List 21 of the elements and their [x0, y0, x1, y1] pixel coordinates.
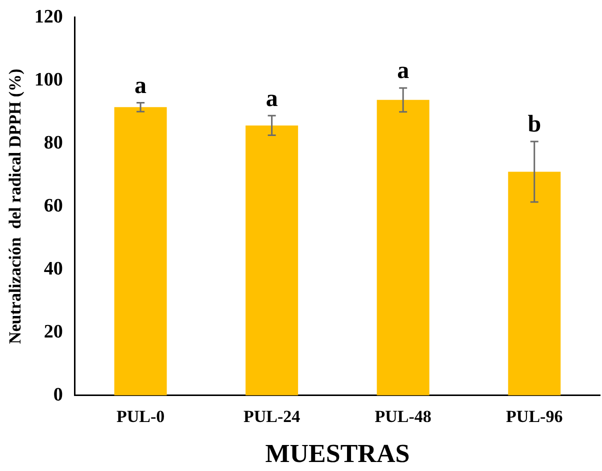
y-tick-label: 40: [44, 258, 63, 280]
y-axis-title: Neutralización del radical DPPH (%): [6, 68, 25, 344]
annotation: b: [528, 112, 542, 138]
annotation: a: [134, 72, 147, 99]
x-axis-title: MUESTRAS: [265, 439, 410, 468]
y-tick-label: 100: [34, 69, 63, 90]
y-tick-label: 80: [44, 132, 63, 154]
annotation: a: [397, 58, 410, 84]
y-tick-label: 0: [53, 384, 63, 406]
y-tick-label: 60: [44, 195, 63, 216]
x-tick-label: PUL-0: [116, 406, 165, 426]
bar: [376, 100, 430, 396]
annotation: a: [266, 86, 278, 112]
y-tick-label: 20: [44, 321, 63, 342]
bar: [246, 125, 298, 396]
bar: [508, 172, 561, 396]
x-tick-label: PUL-24: [243, 406, 301, 426]
x-tick-label: PUL-96: [506, 406, 563, 426]
x-tick-label: PUL-48: [374, 406, 432, 426]
bar: [114, 107, 167, 396]
y-tick-label: 120: [34, 6, 63, 28]
